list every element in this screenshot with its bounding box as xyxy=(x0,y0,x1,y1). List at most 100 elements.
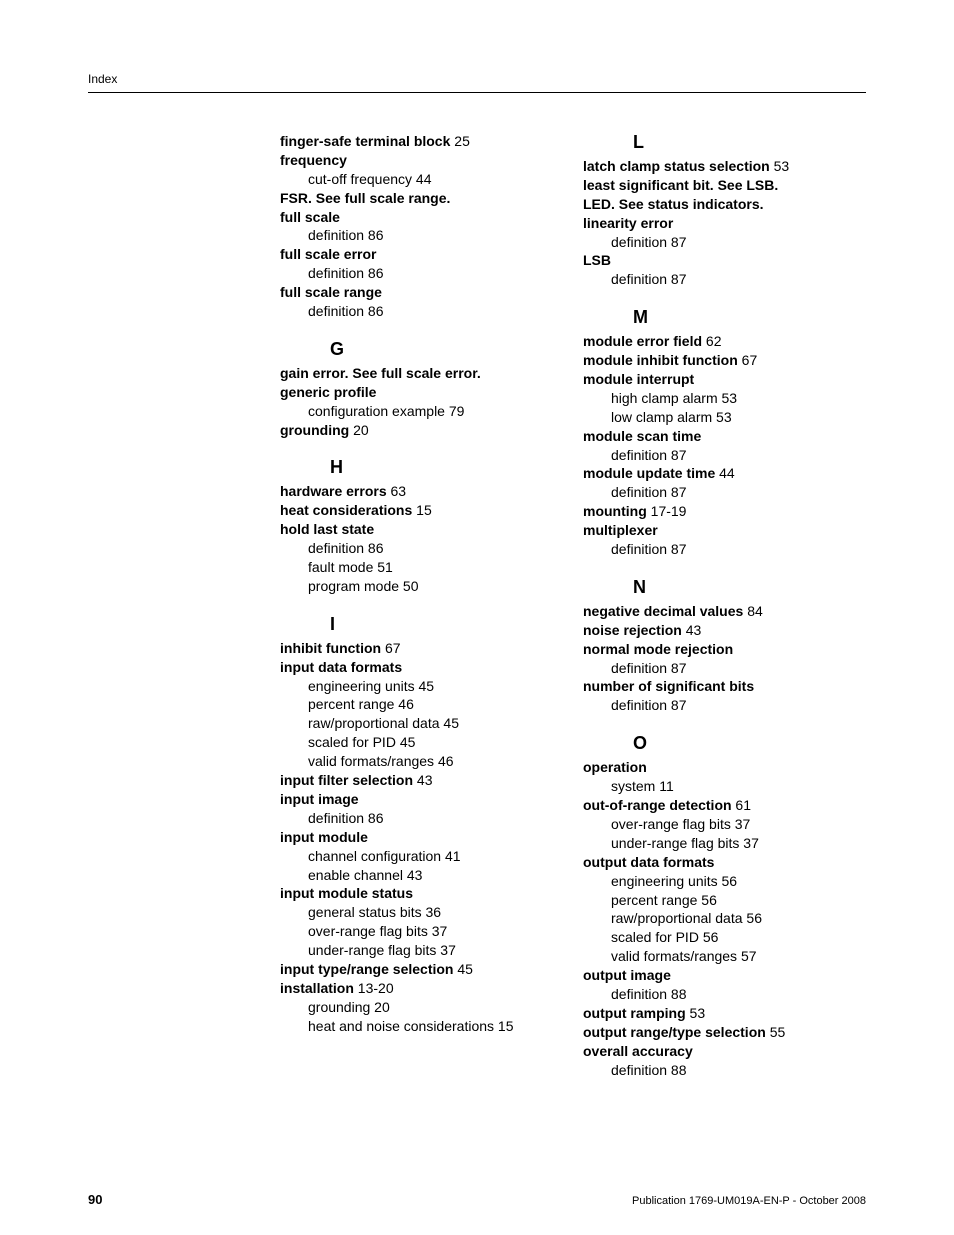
index-page-ref: 20 xyxy=(349,422,368,438)
index-entry: LSB xyxy=(583,251,866,270)
index-right-column: Llatch clamp status selection 53least si… xyxy=(583,132,866,1079)
index-entry: module scan time xyxy=(583,427,866,446)
index-term: full scale xyxy=(280,209,340,225)
index-term: full scale range xyxy=(280,284,382,300)
index-subentry: definition 86 xyxy=(308,809,563,828)
index-entry: output image xyxy=(583,966,866,985)
index-section-letter: H xyxy=(330,457,563,478)
index-entry: full scale xyxy=(280,208,563,227)
index-term: multiplexer xyxy=(583,522,658,538)
index-term: mounting xyxy=(583,503,647,519)
index-term: linearity error xyxy=(583,215,673,231)
index-term: input module status xyxy=(280,885,413,901)
index-subentry: definition 88 xyxy=(611,1061,866,1080)
index-subentry: fault mode 51 xyxy=(308,558,563,577)
index-page-ref: 25 xyxy=(450,133,469,149)
index-term: heat considerations xyxy=(280,502,412,518)
index-term: input type/range selection xyxy=(280,961,453,977)
index-entry: module interrupt xyxy=(583,370,866,389)
index-subentry: high clamp alarm 53 xyxy=(611,389,866,408)
index-subentry: over-range flag bits 37 xyxy=(611,815,866,834)
index-entry: full scale range xyxy=(280,283,563,302)
index-subentry: under-range flag bits 37 xyxy=(611,834,866,853)
index-term: out-of-range detection xyxy=(583,797,732,813)
index-subentry: definition 87 xyxy=(611,696,866,715)
index-term: output ramping xyxy=(583,1005,686,1021)
index-section-letter: M xyxy=(633,307,866,328)
index-entry: output data formats xyxy=(583,853,866,872)
index-subentry: general status bits 36 xyxy=(308,903,563,922)
index-term: output data formats xyxy=(583,854,714,870)
index-subentry: definition 87 xyxy=(611,659,866,678)
index-page-ref: 53 xyxy=(770,158,789,174)
index-entry: module inhibit function 67 xyxy=(583,351,866,370)
index-term: least significant bit. See LSB. xyxy=(583,177,778,193)
index-entry: input filter selection 43 xyxy=(280,771,563,790)
index-subentry: definition 87 xyxy=(611,540,866,559)
index-page-ref: 84 xyxy=(743,603,762,619)
index-term: output range/type selection xyxy=(583,1024,766,1040)
index-entry: operation xyxy=(583,758,866,777)
index-term: module update time xyxy=(583,465,715,481)
index-page-ref: 45 xyxy=(453,961,472,977)
index-subentry: system 11 xyxy=(611,777,866,796)
publication-info: Publication 1769-UM019A-EN-P - October 2… xyxy=(632,1195,866,1207)
index-term: LED. See status indicators. xyxy=(583,196,764,212)
index-subentry: definition 87 xyxy=(611,270,866,289)
index-page-ref: 43 xyxy=(682,622,701,638)
index-entry: grounding 20 xyxy=(280,421,563,440)
index-term: operation xyxy=(583,759,647,775)
index-term: input data formats xyxy=(280,659,402,675)
index-section-letter: I xyxy=(330,614,563,635)
index-term: output image xyxy=(583,967,671,983)
index-subentry: over-range flag bits 37 xyxy=(308,922,563,941)
index-subentry: percent range 46 xyxy=(308,695,563,714)
page-footer: 90 Publication 1769-UM019A-EN-P - Octobe… xyxy=(88,1192,866,1207)
index-page-ref: 43 xyxy=(413,772,432,788)
index-entry: LED. See status indicators. xyxy=(583,195,866,214)
index-page-ref: 53 xyxy=(686,1005,705,1021)
index-subentry: scaled for PID 45 xyxy=(308,733,563,752)
index-term: FSR. See full scale range. xyxy=(280,190,450,206)
index-term: normal mode rejection xyxy=(583,641,733,657)
index-subentry: engineering units 56 xyxy=(611,872,866,891)
index-entry: gain error. See full scale error. xyxy=(280,364,563,383)
index-term: input module xyxy=(280,829,368,845)
index-term: module error field xyxy=(583,333,702,349)
index-term: LSB xyxy=(583,252,611,268)
index-term: input image xyxy=(280,791,359,807)
index-entry: input image xyxy=(280,790,563,809)
index-entry: module update time 44 xyxy=(583,464,866,483)
index-term: noise rejection xyxy=(583,622,682,638)
index-term: finger-safe terminal block xyxy=(280,133,450,149)
index-entry: frequency xyxy=(280,151,563,170)
index-section-letter: G xyxy=(330,339,563,360)
index-entry: FSR. See full scale range. xyxy=(280,189,563,208)
index-page-ref: 67 xyxy=(738,352,757,368)
index-page-ref: 17-19 xyxy=(647,503,687,519)
index-term: installation xyxy=(280,980,354,996)
index-subentry: program mode 50 xyxy=(308,577,563,596)
index-entry: out-of-range detection 61 xyxy=(583,796,866,815)
index-page-ref: 55 xyxy=(766,1024,785,1040)
index-entry: heat considerations 15 xyxy=(280,501,563,520)
index-entry: input module status xyxy=(280,884,563,903)
index-entry: input data formats xyxy=(280,658,563,677)
index-subentry: configuration example 79 xyxy=(308,402,563,421)
index-entry: latch clamp status selection 53 xyxy=(583,157,866,176)
index-term: gain error. See full scale error. xyxy=(280,365,481,381)
index-term: input filter selection xyxy=(280,772,413,788)
index-term: hardware errors xyxy=(280,483,387,499)
index-subentry: definition 87 xyxy=(611,483,866,502)
index-subentry: definition 86 xyxy=(308,539,563,558)
index-term: number of significant bits xyxy=(583,678,754,694)
index-subentry: definition 86 xyxy=(308,226,563,245)
index-entry: normal mode rejection xyxy=(583,640,866,659)
index-entry: hold last state xyxy=(280,520,563,539)
index-entry: multiplexer xyxy=(583,521,866,540)
index-page-ref: 63 xyxy=(387,483,406,499)
index-entry: finger-safe terminal block 25 xyxy=(280,132,563,151)
index-entry: output ramping 53 xyxy=(583,1004,866,1023)
index-term: negative decimal values xyxy=(583,603,743,619)
index-entry: output range/type selection 55 xyxy=(583,1023,866,1042)
